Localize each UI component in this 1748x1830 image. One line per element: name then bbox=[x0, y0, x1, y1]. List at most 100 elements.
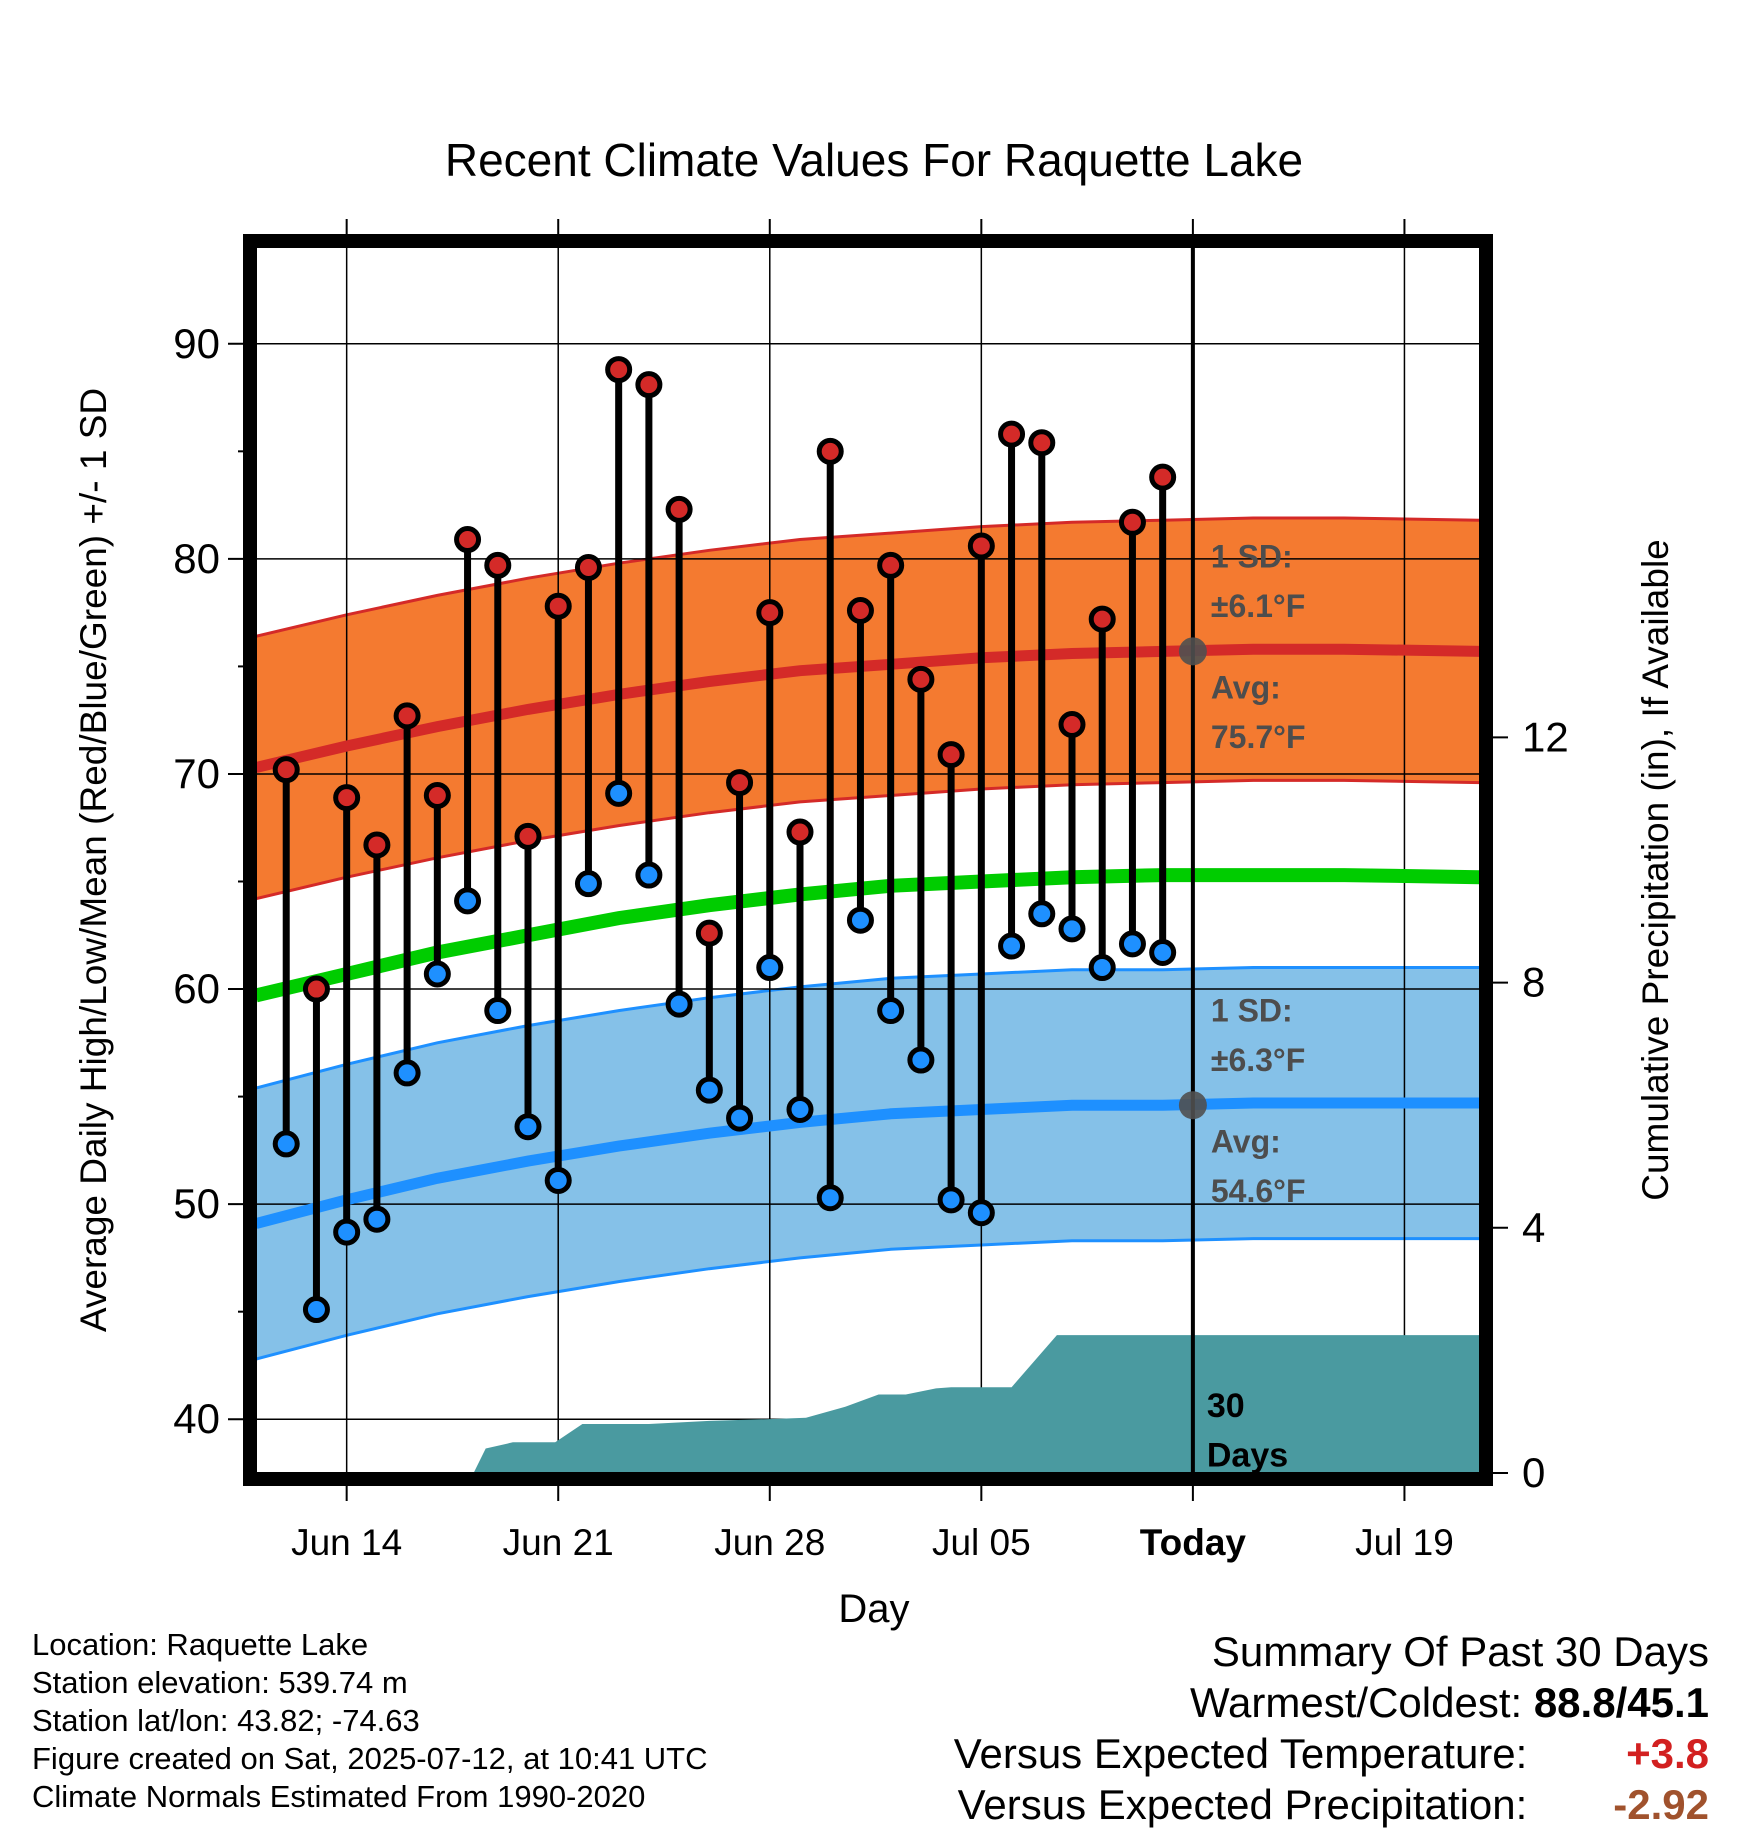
daily-high-point bbox=[333, 784, 361, 812]
daily-high-point bbox=[363, 831, 391, 859]
daily-high-point bbox=[302, 975, 330, 1003]
normals-text: Climate Normals Estimated From 1990-2020 bbox=[32, 1779, 646, 1814]
elevation-text: Station elevation: 539.74 m bbox=[32, 1665, 408, 1700]
daily-low-point bbox=[544, 1166, 572, 1194]
daily-low-point bbox=[423, 960, 451, 988]
y2-tick-label: 12 bbox=[1522, 713, 1569, 760]
daily-high-point bbox=[877, 551, 905, 579]
daily-low-point bbox=[514, 1113, 542, 1141]
daily-high-point bbox=[695, 919, 723, 947]
daily-low-point bbox=[363, 1205, 391, 1233]
high-avg-value: 75.7°F bbox=[1211, 719, 1306, 755]
daily-low-point bbox=[816, 1184, 844, 1212]
daily-low-point bbox=[756, 954, 784, 982]
daily-high-point bbox=[1058, 710, 1086, 738]
daily-low-point bbox=[1118, 930, 1146, 958]
daily-low-point bbox=[302, 1296, 330, 1324]
daily-high-point bbox=[846, 596, 874, 624]
low-sd-band bbox=[256, 967, 1480, 1359]
daily-high-point bbox=[937, 741, 965, 769]
daily-high-point bbox=[393, 702, 421, 730]
y-tick-label: 40 bbox=[173, 1395, 220, 1442]
daily-low-point bbox=[846, 906, 874, 934]
daily-high-point bbox=[484, 551, 512, 579]
x-tick-label: Jun 14 bbox=[291, 1522, 402, 1563]
today-low-avg-dot bbox=[1178, 1091, 1207, 1120]
warmest-coldest-row: Warmest/Coldest: 88.8/45.1 bbox=[954, 1677, 1709, 1728]
daily-low-point bbox=[574, 870, 602, 898]
warmest-coldest-value: 88.8/45.1 bbox=[1533, 1679, 1709, 1726]
y-tick-label: 80 bbox=[173, 535, 220, 582]
plot-content bbox=[256, 247, 1480, 1473]
summary-title: Summary Of Past 30 Days bbox=[1211, 1628, 1709, 1675]
created-text: Figure created on Sat, 2025-07-12, at 10… bbox=[32, 1741, 708, 1776]
y-tick-label: 70 bbox=[173, 750, 220, 797]
high-sd-lower-line bbox=[256, 778, 1480, 901]
daily-low-point bbox=[1028, 900, 1056, 928]
low-sd-upper-line bbox=[256, 966, 1480, 1090]
plot-area: 1 SD: ±6.1°F Avg: 75.7°F 1 SD: ±6.3°F Avg: 54.6… bbox=[173, 219, 1569, 1563]
daily-low-point bbox=[907, 1046, 935, 1074]
y-tick-label: 60 bbox=[173, 965, 220, 1012]
precip-anomaly-label: Versus Expected Precipitation: bbox=[957, 1781, 1528, 1828]
daily-high-point bbox=[514, 822, 542, 850]
daily-high-point bbox=[1088, 605, 1116, 633]
temp-anomaly-label: Versus Expected Temperature: bbox=[953, 1730, 1528, 1777]
daily-low-point bbox=[1088, 954, 1116, 982]
daily-low-point bbox=[1149, 938, 1177, 966]
y-tick-label: 90 bbox=[173, 320, 220, 367]
daily-low-point bbox=[605, 779, 633, 807]
daily-high-point bbox=[423, 781, 451, 809]
daily-high-point bbox=[272, 756, 300, 784]
summary-panel: Summary Of Past 30 Days Warmest/Coldest:… bbox=[954, 1626, 1709, 1830]
low-sd-lower-line bbox=[256, 1237, 1480, 1361]
daily-low-point bbox=[967, 1199, 995, 1227]
low-sd-value: ±6.3°F bbox=[1211, 1042, 1305, 1078]
daily-high-point bbox=[726, 769, 754, 797]
low-sd-label: 1 SD: bbox=[1211, 992, 1293, 1028]
daily-high-point bbox=[454, 526, 482, 554]
daily-high-point bbox=[665, 495, 693, 523]
precip-anomaly-value: -2.92 bbox=[1613, 1781, 1709, 1828]
x-tick-label: Today bbox=[1140, 1522, 1247, 1563]
daily-high-point bbox=[967, 532, 995, 560]
low-avg-label: Avg: bbox=[1211, 1124, 1281, 1160]
days-label-number: 30 bbox=[1207, 1387, 1245, 1425]
x-tick-label: Jun 28 bbox=[714, 1522, 825, 1563]
daily-low-point bbox=[393, 1059, 421, 1087]
normal-high-line bbox=[256, 643, 1480, 773]
x-tick-label: Jul 19 bbox=[1355, 1522, 1454, 1563]
daily-low-point bbox=[937, 1186, 965, 1214]
daily-low-point bbox=[1058, 915, 1086, 943]
temp-anomaly-row: Versus Expected Temperature: +3.8 bbox=[954, 1728, 1709, 1779]
daily-high-point bbox=[1118, 508, 1146, 536]
today-high-avg-dot bbox=[1178, 637, 1207, 666]
daily-low-point bbox=[695, 1076, 723, 1104]
low-avg-value: 54.6°F bbox=[1211, 1173, 1306, 1209]
days-label-text: Days bbox=[1207, 1437, 1288, 1475]
x-axis-label: Day bbox=[838, 1587, 909, 1631]
daily-high-point bbox=[544, 592, 572, 620]
daily-high-point bbox=[998, 420, 1026, 448]
high-sd-label: 1 SD: bbox=[1211, 538, 1293, 574]
daily-low-point bbox=[786, 1096, 814, 1124]
daily-low-point bbox=[484, 997, 512, 1025]
daily-low-point bbox=[998, 932, 1026, 960]
daily-high-point bbox=[786, 818, 814, 846]
daily-high-point bbox=[605, 356, 633, 384]
y2-tick-label: 8 bbox=[1522, 959, 1545, 1006]
normal-mean-line bbox=[256, 868, 1480, 1003]
daily-high-point bbox=[635, 371, 663, 399]
high-avg-label: Avg: bbox=[1211, 670, 1281, 706]
precip-area bbox=[256, 1335, 1480, 1473]
high-sd-upper-line bbox=[256, 516, 1480, 638]
warmest-coldest-label: Warmest/Coldest: bbox=[1189, 1679, 1523, 1726]
y2-axis-label: Cumulative Precipitation (in), If Availa… bbox=[1635, 539, 1676, 1201]
daily-low-point bbox=[272, 1130, 300, 1158]
y-axis-label: Average Daily High/Low/Mean (Red/Blue/Gr… bbox=[73, 388, 114, 1332]
location-text: Location: Raquette Lake bbox=[32, 1627, 369, 1662]
daily-low-point bbox=[333, 1218, 361, 1246]
daily-high-point bbox=[756, 599, 784, 627]
station-info: Location: Raquette Lake Station elevatio… bbox=[32, 1626, 708, 1816]
